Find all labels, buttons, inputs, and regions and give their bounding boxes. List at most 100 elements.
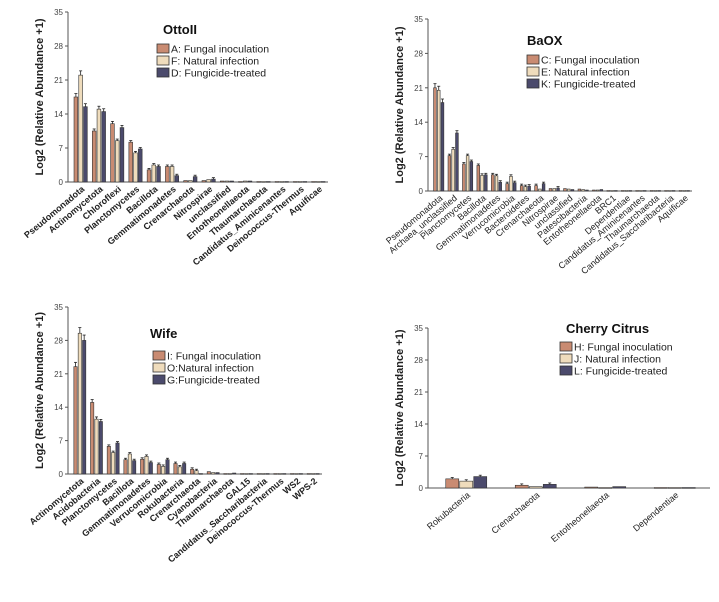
y-tick-label: 35 [54,303,63,312]
bar [151,164,156,183]
bar [612,486,627,489]
bar [294,473,299,475]
bar [169,166,175,183]
bar [469,161,474,192]
bar [476,165,480,192]
y-tick-label: 28 [54,336,63,345]
bar [678,190,683,192]
bar [206,471,211,475]
bar [261,181,266,183]
bar [513,182,517,192]
bar [563,188,567,192]
bar [643,190,647,192]
bar [90,402,95,475]
bar [173,463,178,475]
legend-label: F: Natural infection [171,56,259,68]
bar [219,180,225,183]
bar [599,189,604,192]
panel-cherry-citrus: 0 7 14 21 28 35 Log2 (Relative Abundance +1) Ro… [394,321,710,544]
bar [480,174,484,192]
bar [440,102,445,192]
legend-label: K: Fungicide-treated [541,79,636,91]
legend-label: A: Fungal inoculation [171,44,269,56]
bar [298,473,303,475]
bar [128,141,133,183]
bar [473,476,488,489]
bar [462,163,466,192]
bar [144,456,149,475]
bar [174,175,180,183]
bar [182,463,187,475]
bar [614,190,618,192]
legend-swatch [559,341,573,352]
bar [567,188,571,192]
bar [664,190,668,192]
y-tick-label: 14 [54,110,63,119]
y-axis-label: Log2 (Relative Abundance +1) [394,329,406,486]
legend-swatch [152,350,166,361]
bar [514,484,529,489]
bar [101,111,106,183]
bar [110,123,115,183]
bar [238,181,243,183]
bar [624,190,629,192]
bar [311,473,316,475]
bar [509,175,513,192]
bar [206,179,211,183]
y-tick-label: 7 [419,452,424,461]
legend-label: J: Natural infection [574,354,661,366]
bar [491,174,495,192]
bar [451,148,455,192]
bar [653,190,658,192]
y-tick-label: 21 [414,84,423,93]
bar [115,140,120,183]
bar [82,340,87,475]
bar [315,473,320,475]
bar [215,472,220,475]
y-tick-label: 0 [419,484,424,493]
legend-swatch [152,374,166,385]
bar [316,181,321,183]
bar [527,185,531,192]
y-tick-label: 7 [59,144,64,153]
bar [201,180,207,183]
y-tick-label: 35 [54,8,63,17]
bar [247,180,253,183]
bar [320,181,326,183]
bar [528,486,543,489]
bar [290,473,295,475]
bar [165,166,170,183]
bar [115,442,120,475]
legend-swatch [152,362,166,373]
bar [123,459,128,475]
bar [211,178,216,183]
y-tick-label: 7 [419,153,424,162]
bar [628,190,632,192]
bar [459,480,474,489]
bar [519,185,524,192]
legend-label: G:Fungicide-treated [167,375,260,387]
bar [682,190,686,192]
y-axis-label: Log2 (Relative Abundance +1) [34,312,46,469]
bar [293,181,298,183]
bar [671,190,676,192]
bar [198,473,203,475]
chart-title: Wife [150,326,177,341]
bar [83,106,88,183]
bar [256,473,261,475]
bar [140,458,145,475]
bar [592,189,596,192]
bar [598,487,613,489]
bar [274,181,280,183]
legend-swatch [559,365,573,376]
y-tick-label: 14 [54,403,63,412]
bar [73,366,78,475]
bar [639,190,643,192]
legend-label: D: Fungicide-treated [171,68,266,80]
bar [227,473,232,475]
bar [77,332,82,475]
bar [94,418,99,475]
legend-swatch [156,55,170,66]
legend-label: H: Fungal inoculation [574,342,673,354]
